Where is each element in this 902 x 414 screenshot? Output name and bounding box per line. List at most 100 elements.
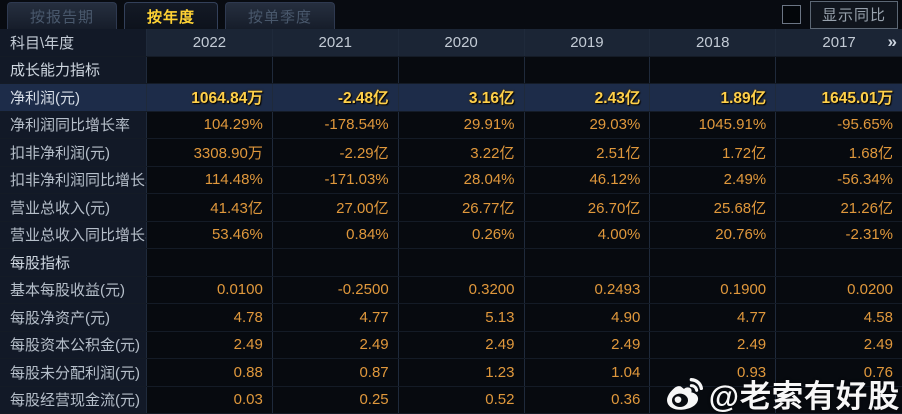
value-cell: 2.51亿 [525, 139, 651, 166]
value-cell: 1.23 [399, 359, 525, 386]
value-cell: 4.78 [147, 304, 273, 331]
value-cell: 0.88 [147, 359, 273, 386]
table-row: 每股净资产(元) 4.78 4.77 5.13 4.90 4.77 4.58 [0, 304, 902, 332]
value-cell [776, 57, 902, 84]
value-cell: 1.72亿 [650, 139, 777, 166]
value-cell: 4.77 [273, 304, 399, 331]
show-yoy-checkbox[interactable] [781, 5, 801, 24]
value-cell: -178.54% [273, 111, 399, 138]
row-label: 每股未分配利润(元) [0, 359, 147, 386]
value-cell: 3308.90万 [147, 139, 273, 166]
value-cell [650, 56, 777, 83]
row-label: 扣非净利润(元) [0, 139, 147, 166]
table-row: 每股资本公积金(元) 2.49 2.49 2.49 2.49 2.49 2.49 [0, 331, 902, 359]
table-row: 营业总收入(元) 41.43亿 27.00亿 26.77亿 26.70亿 25.68亿 21… [0, 194, 902, 222]
row-label: 每股经营现金流(元) [0, 386, 147, 413]
tab-1[interactable]: 按报告期 [7, 2, 118, 29]
value-cell: 26.70亿 [525, 194, 651, 221]
value-cell: 0.76 [863, 363, 893, 381]
value-cell: 26.77亿 [399, 194, 525, 221]
tab-bar: 按报告期 按年度 按单季度 显示同比 [0, 0, 902, 29]
value-cell: 0.87 [273, 359, 399, 386]
value-cell: 21.26亿 [840, 199, 893, 217]
tab-2[interactable]: 按年度 [124, 2, 219, 29]
value-cell: 4.77 [650, 304, 777, 331]
value-cell: 1045.91% [650, 111, 777, 138]
table-header-row: 科目\年度 2022 2021 2020 2019 2018 2017» [0, 29, 902, 57]
year-header-2019: 2019 [525, 29, 651, 56]
value-cell [147, 249, 273, 276]
value-cell: 0.2493 [525, 276, 651, 303]
value-cell: 1645.01万 [821, 90, 893, 108]
value-cell: 25.68亿 [650, 194, 777, 221]
value-cell: 4.00% [525, 221, 651, 248]
row-label: 营业总收入同比增长率 [0, 221, 147, 248]
value-cell: 0.26% [399, 221, 525, 248]
row-label: 成长能力指标 [0, 56, 147, 83]
value-cell: 29.03% [525, 111, 651, 138]
table-row: 扣非净利润同比增长率 114.48% -171.03% 28.04% 46.12% 2.4… [0, 166, 902, 194]
year-header-2017: 2017» [822, 32, 898, 52]
value-cell: 2.49 [147, 331, 273, 358]
value-cell: 114.48% [147, 166, 273, 193]
section-row: 成长能力指标 [0, 56, 902, 84]
value-cell [776, 387, 902, 414]
row-label: 营业总收入(元) [0, 194, 147, 221]
value-cell: 5.13 [399, 304, 525, 331]
value-cell: 0.03 [147, 386, 273, 413]
value-cell: 104.29% [147, 111, 273, 138]
value-cell: 2.49% [650, 166, 777, 193]
more-years-icon[interactable]: » [887, 32, 898, 52]
value-cell: 27.00亿 [273, 194, 399, 221]
value-cell: 29.91% [399, 111, 525, 138]
value-cell [273, 249, 399, 276]
value-cell: 4.58 [863, 308, 893, 326]
table-row: 每股未分配利润(元) 0.88 0.87 1.23 1.04 0.93 0.76 [0, 359, 902, 387]
row-label: 净利润同比增长率 [0, 111, 147, 138]
value-cell: -56.34% [837, 171, 893, 189]
value-cell: 0.0200 [847, 281, 893, 299]
value-cell: 2.49 [273, 331, 399, 358]
table-row: 基本每股收益(元) 0.0100 -0.2500 0.3200 0.2493 0.1900… [0, 276, 902, 304]
value-cell [399, 56, 525, 83]
value-cell: -2.29亿 [273, 139, 399, 166]
value-cell [650, 386, 777, 413]
value-cell: 2.49 [863, 336, 893, 354]
year-header-2018: 2018 [650, 29, 777, 56]
value-cell: 0.93 [650, 359, 777, 386]
row-label: 每股净资产(元) [0, 304, 147, 331]
table-row: 扣非净利润(元) 3308.90万 -2.29亿 3.22亿 2.51亿 1.72亿 1.6… [0, 139, 902, 167]
value-cell [525, 56, 651, 83]
row-label: 净利润(元) [0, 84, 147, 111]
value-cell: -2.31% [845, 226, 893, 244]
value-cell: 0.84% [273, 221, 399, 248]
show-yoy-label[interactable]: 显示同比 [809, 0, 898, 29]
financial-table: 科目\年度 2022 2021 2020 2019 2018 2017» 成长能力指标 净利… [0, 29, 902, 414]
value-cell: 4.90 [525, 304, 651, 331]
table-row: 净利润同比增长率 104.29% -178.54% 29.91% 29.03% 1045.… [0, 111, 902, 139]
value-cell: 3.16亿 [399, 84, 525, 111]
value-cell: 1.04 [525, 359, 651, 386]
value-cell: 1.68亿 [848, 144, 893, 162]
value-cell [776, 249, 902, 276]
value-cell: 1064.84万 [147, 84, 273, 111]
value-cell: 46.12% [525, 166, 651, 193]
tab-3[interactable]: 按单季度 [225, 2, 336, 29]
value-cell: -95.65% [837, 116, 893, 134]
year-header-2022: 2022 [147, 29, 273, 56]
corner-header: 科目\年度 [0, 29, 147, 56]
value-cell: -2.48亿 [273, 84, 399, 111]
value-cell: 0.0100 [147, 276, 273, 303]
table-row: 每股经营现金流(元) 0.03 0.25 0.52 0.36 [0, 386, 902, 414]
year-header-2021: 2021 [273, 29, 399, 56]
value-cell [650, 249, 777, 276]
row-label: 每股指标 [0, 249, 147, 276]
row-label: 扣非净利润同比增长率 [0, 166, 147, 193]
value-cell: 53.46% [147, 221, 273, 248]
value-cell: 2.49 [650, 331, 777, 358]
value-cell: 0.52 [399, 386, 525, 413]
value-cell: -171.03% [273, 166, 399, 193]
table-row: 营业总收入同比增长率 53.46% 0.84% 0.26% 4.00% 20.76% -2.… [0, 221, 902, 249]
row-label: 基本每股收益(元) [0, 276, 147, 303]
value-cell: -0.2500 [273, 276, 399, 303]
